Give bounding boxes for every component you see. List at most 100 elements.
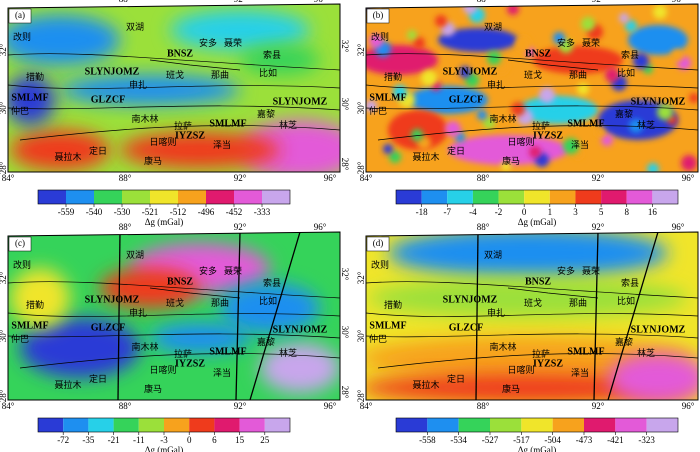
lon-label: 96° <box>682 173 695 183</box>
place-label: 班戈 <box>524 297 542 308</box>
map <box>366 232 698 400</box>
place-label: 改则 <box>13 259 31 270</box>
anomaly <box>10 268 70 328</box>
lon-label: 96° <box>314 222 327 232</box>
fault-line <box>507 287 599 299</box>
colorbar-tick-label: -452 <box>226 207 243 217</box>
colorbar-frame <box>395 417 679 433</box>
colorbar-tick-label: -512 <box>170 207 187 217</box>
fault-label: SLYNJOMZ <box>273 96 328 107</box>
anomaly <box>529 146 541 158</box>
colorbar-tick-label: 1 <box>548 207 553 217</box>
fault-label: BNSZ <box>167 276 193 287</box>
place-label: 泽当 <box>571 367 589 378</box>
colorbar-cell <box>88 418 114 432</box>
colorbar-tick-label: -2 <box>495 207 503 217</box>
colorbar-cell <box>164 418 190 432</box>
colorbar-frame <box>395 189 679 205</box>
colorbar-cell <box>178 190 206 204</box>
lon-label: 84° <box>360 401 373 411</box>
colorbar-tick-label: -35 <box>82 435 94 445</box>
lon-label: 88° <box>477 173 490 183</box>
colorbar-cell <box>214 418 240 432</box>
lat-label: 32° <box>340 268 350 281</box>
lon-label: 92° <box>234 401 247 411</box>
place-label: 安多 <box>199 37 217 48</box>
lon-label: 84° <box>2 173 15 183</box>
fault-line <box>149 59 241 71</box>
lon-label: 84° <box>2 401 15 411</box>
fault-label: BNSZ <box>525 48 551 59</box>
colorbar-tick-label: -7 <box>444 207 452 217</box>
map <box>366 4 698 172</box>
anomaly <box>511 102 525 116</box>
fault-label: SLYNJOMZ <box>85 294 140 305</box>
place-label: 那曲 <box>211 298 229 308</box>
lon-label: 92° <box>234 173 247 183</box>
colorbar-tick-label: -11 <box>133 435 145 445</box>
place-label: 申扎 <box>487 307 505 318</box>
anomaly <box>413 37 425 49</box>
anomaly <box>681 155 697 171</box>
place-label: 拉萨 <box>532 348 550 359</box>
place-label: 安多 <box>557 265 575 276</box>
colorbar-cell <box>94 190 122 204</box>
anomaly <box>477 110 487 120</box>
colorbar-cell <box>458 418 490 432</box>
colorbar-tick-label: 3 <box>573 207 578 217</box>
place-label: 安多 <box>199 265 217 276</box>
map-frame <box>7 231 341 401</box>
anomaly <box>411 129 423 141</box>
profile-line <box>235 232 241 400</box>
colorbar-cell <box>138 418 164 432</box>
lon-label: 84° <box>360 173 373 183</box>
place-label: 措勤 <box>384 71 402 82</box>
colorbar-tick-label: 5 <box>599 207 604 217</box>
place-label: 索县 <box>621 277 639 288</box>
place-label: 仲巴 <box>11 105 29 116</box>
place-label: 措勤 <box>26 299 44 310</box>
anomaly <box>563 138 579 154</box>
anomaly <box>533 46 623 74</box>
anomaly <box>653 5 667 19</box>
place-label: 聂荣 <box>582 37 600 48</box>
lon-label: 96° <box>324 401 337 411</box>
place-label: 申扎 <box>129 79 147 90</box>
place-label: 那曲 <box>569 70 587 80</box>
place-label: 索县 <box>621 49 639 60</box>
anomaly <box>150 323 250 353</box>
colorbar-tick-label: 25 <box>260 435 270 445</box>
profile-line <box>593 232 599 400</box>
place-label: 那曲 <box>569 298 587 308</box>
lat-label: 32° <box>0 271 8 284</box>
profile-line <box>475 232 479 400</box>
panel-label: (b) <box>373 10 384 20</box>
fault-line <box>8 84 340 89</box>
colorbar-tick-label: -18 <box>416 207 428 217</box>
place-label: 聂荣 <box>224 37 242 48</box>
colorbar-cell <box>63 418 89 432</box>
fault-line <box>366 312 698 317</box>
anomaly <box>518 96 598 124</box>
lon-label: 96° <box>672 0 685 4</box>
anomaly <box>60 75 240 105</box>
lat-label: 32° <box>698 40 700 53</box>
colorbar-cell <box>396 418 428 432</box>
lat-label: 32° <box>0 43 8 56</box>
anomaly <box>619 13 629 23</box>
anomaly <box>633 53 649 69</box>
fault-label: IYZSZ <box>533 130 563 141</box>
fault-line <box>19 125 340 141</box>
place-label: 聂荣 <box>582 265 600 276</box>
panel-label: (a) <box>15 10 25 20</box>
colorbar-tick-label: -496 <box>198 207 215 217</box>
place-label: 措勤 <box>26 71 44 82</box>
lat-label: 28° <box>0 389 8 402</box>
lat-label: 28° <box>356 389 366 402</box>
place-label: 林芝 <box>637 119 655 130</box>
fault-label: SMLMF <box>209 118 246 129</box>
anomaly <box>671 49 683 61</box>
colorbar-tick-label: -473 <box>576 435 593 445</box>
place-label: 定日 <box>447 373 465 384</box>
colorbar-cell <box>427 418 459 432</box>
